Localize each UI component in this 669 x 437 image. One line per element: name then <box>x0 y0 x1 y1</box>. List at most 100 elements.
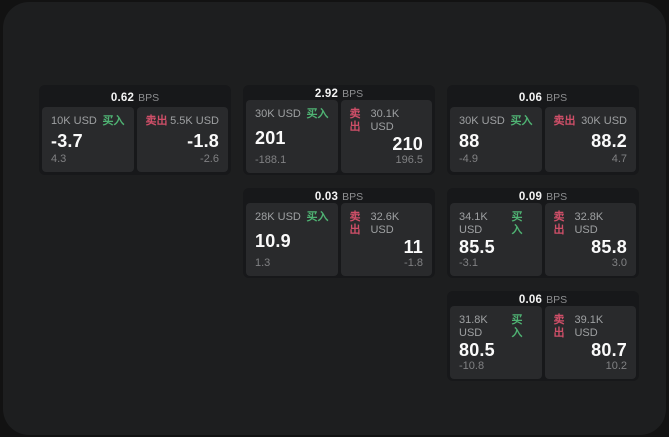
buy-delta-value: -188.1 <box>255 154 287 166</box>
sell-panel-top: 卖出 32.8K USD <box>554 211 628 237</box>
buy-delta-value: 4.3 <box>51 153 67 165</box>
bps-unit-label: BPS <box>546 294 568 306</box>
buy-side-label: 买入 <box>306 211 329 223</box>
sell-price-value: 88.2 <box>591 130 627 151</box>
buy-side-label: 买入 <box>510 115 533 127</box>
bps-header: 0.09 BPS <box>450 191 636 203</box>
quote-panels: 34.1K USD 买入 85.5 -3.1 卖出 32.8K USD 85.8… <box>450 203 636 276</box>
buy-quote-panel[interactable]: 34.1K USD 买入 85.5 -3.1 <box>450 203 542 276</box>
sell-price-value: -1.8 <box>187 130 219 151</box>
sell-quote-panel[interactable]: 卖出 5.5K USD -1.8 -2.6 <box>136 107 228 172</box>
sell-side-label: 卖出 <box>145 115 168 127</box>
quote-panels: 10K USD 买入 -3.7 4.3 卖出 5.5K USD -1.8 -2.… <box>42 107 228 172</box>
sell-delta-value: 196.5 <box>395 154 423 166</box>
bps-unit-label: BPS <box>342 191 364 203</box>
sell-price-value: 210 <box>392 134 423 154</box>
bps-header: 0.06 BPS <box>450 88 636 107</box>
sell-side-label: 卖出 <box>553 211 565 236</box>
sell-quote-panel[interactable]: 卖出 32.8K USD 85.8 3.0 <box>544 203 636 276</box>
sell-panel-top: 卖出 39.1K USD <box>554 314 628 340</box>
quote-panels: 30K USD 买入 88 -4.9 卖出 30K USD 88.2 4.7 <box>450 107 636 172</box>
sell-quote-panel[interactable]: 卖出 39.1K USD 80.7 10.2 <box>544 306 636 379</box>
buy-quote-panel[interactable]: 30K USD 买入 88 -4.9 <box>450 107 542 172</box>
sell-notional-label: 39.1K USD <box>574 314 604 339</box>
buy-side-label: 买入 <box>511 314 523 339</box>
bps-value: 0.06 <box>518 294 543 306</box>
sell-delta-value: -1.8 <box>404 257 423 269</box>
quote-card: 0.06 BPS 30K USD 买入 88 -4.9 卖出 30K USD 8… <box>447 85 639 175</box>
sell-price-value: 80.7 <box>591 340 627 360</box>
buy-price-value: 201 <box>255 127 286 148</box>
sell-price-value: 85.8 <box>591 237 627 257</box>
sell-panel-top: 卖出 32.6K USD <box>350 211 424 237</box>
buy-panel-top: 30K USD 买入 <box>459 115 533 128</box>
buy-price-value: -3.7 <box>51 130 83 151</box>
quote-card: 0.62 BPS 10K USD 买入 -3.7 4.3 卖出 5.5K USD… <box>39 85 231 175</box>
buy-delta-value: -10.8 <box>459 360 485 372</box>
sell-delta-value: 4.7 <box>611 153 627 165</box>
sell-quote-panel[interactable]: 卖出 30K USD 88.2 4.7 <box>544 107 636 172</box>
sell-price-value: 11 <box>403 237 423 257</box>
sell-notional-label: 32.8K USD <box>574 211 604 236</box>
buy-side-label: 买入 <box>306 108 329 120</box>
quote-panels: 31.8K USD 买入 80.5 -10.8 卖出 39.1K USD 80.… <box>450 306 636 379</box>
buy-notional-label: 34.1K USD <box>459 211 488 236</box>
bps-unit-label: BPS <box>546 91 568 104</box>
bps-value: 0.09 <box>518 191 543 203</box>
sell-quote-panel[interactable]: 卖出 32.6K USD 11 -1.8 <box>340 203 432 276</box>
sell-delta-value: 3.0 <box>611 257 627 269</box>
sell-panel-top: 卖出 30.1K USD <box>350 108 424 134</box>
sell-delta-value: -2.6 <box>200 153 219 165</box>
buy-quote-panel[interactable]: 28K USD 买入 10.9 1.3 <box>246 203 338 276</box>
buy-price-value: 88 <box>459 130 480 151</box>
buy-side-label: 买入 <box>102 115 125 127</box>
buy-delta-value: -3.1 <box>459 257 478 269</box>
bps-value: 0.03 <box>314 191 339 203</box>
sell-panel-top: 卖出 5.5K USD <box>146 115 220 128</box>
buy-quote-panel[interactable]: 10K USD 买入 -3.7 4.3 <box>42 107 134 172</box>
sell-quote-panel[interactable]: 卖出 30.1K USD 210 196.5 <box>340 100 432 173</box>
buy-notional-label: 31.8K USD <box>459 314 488 339</box>
sell-notional-label: 30.1K USD <box>370 108 400 133</box>
buy-delta-value: 1.3 <box>255 257 271 269</box>
bps-header: 2.92 BPS <box>246 88 432 100</box>
bps-unit-label: BPS <box>546 191 568 203</box>
sell-notional-label: 5.5K USD <box>170 115 219 127</box>
buy-panel-top: 34.1K USD 买入 <box>459 211 533 237</box>
bps-unit-label: BPS <box>138 91 160 104</box>
quote-panels: 28K USD 买入 10.9 1.3 卖出 32.6K USD 11 -1.8 <box>246 203 432 276</box>
buy-quote-panel[interactable]: 30K USD 买入 201 -188.1 <box>246 100 338 173</box>
sell-delta-value: 10.2 <box>605 360 627 372</box>
buy-notional-label: 10K USD <box>51 115 97 127</box>
buy-notional-label: 28K USD <box>255 211 301 223</box>
quote-panels: 30K USD 买入 201 -188.1 卖出 30.1K USD 210 1… <box>246 100 432 173</box>
bps-value: 0.06 <box>518 91 543 104</box>
buy-price-value: 80.5 <box>459 340 495 360</box>
sell-side-label: 卖出 <box>349 108 361 133</box>
buy-panel-top: 30K USD 买入 <box>255 108 329 121</box>
sell-side-label: 卖出 <box>553 115 576 127</box>
sell-panel-top: 卖出 30K USD <box>554 115 628 128</box>
quotes-grid: 0.62 BPS 10K USD 买入 -3.7 4.3 卖出 5.5K USD… <box>39 85 639 381</box>
buy-quote-panel[interactable]: 31.8K USD 买入 80.5 -10.8 <box>450 306 542 379</box>
buy-side-label: 买入 <box>511 211 523 236</box>
buy-notional-label: 30K USD <box>255 108 301 120</box>
quote-card: 0.06 BPS 31.8K USD 买入 80.5 -10.8 卖出 39.1… <box>447 291 639 381</box>
buy-price-value: 85.5 <box>459 237 495 257</box>
buy-panel-top: 31.8K USD 买入 <box>459 314 533 340</box>
sell-notional-label: 32.6K USD <box>370 211 400 236</box>
sell-notional-label: 30K USD <box>581 115 627 127</box>
buy-price-value: 10.9 <box>255 230 291 251</box>
bps-value: 2.92 <box>314 88 339 100</box>
bps-header: 0.62 BPS <box>42 88 228 107</box>
bps-unit-label: BPS <box>342 88 364 100</box>
sell-side-label: 卖出 <box>553 314 565 339</box>
quote-card: 0.03 BPS 28K USD 买入 10.9 1.3 卖出 32.6K US… <box>243 188 435 278</box>
quote-card: 0.09 BPS 34.1K USD 买入 85.5 -3.1 卖出 32.8K… <box>447 188 639 278</box>
buy-panel-top: 10K USD 买入 <box>51 115 125 128</box>
sell-side-label: 卖出 <box>349 211 361 236</box>
buy-notional-label: 30K USD <box>459 115 505 127</box>
bps-header: 0.03 BPS <box>246 191 432 203</box>
quote-card: 2.92 BPS 30K USD 买入 201 -188.1 卖出 30.1K … <box>243 85 435 175</box>
